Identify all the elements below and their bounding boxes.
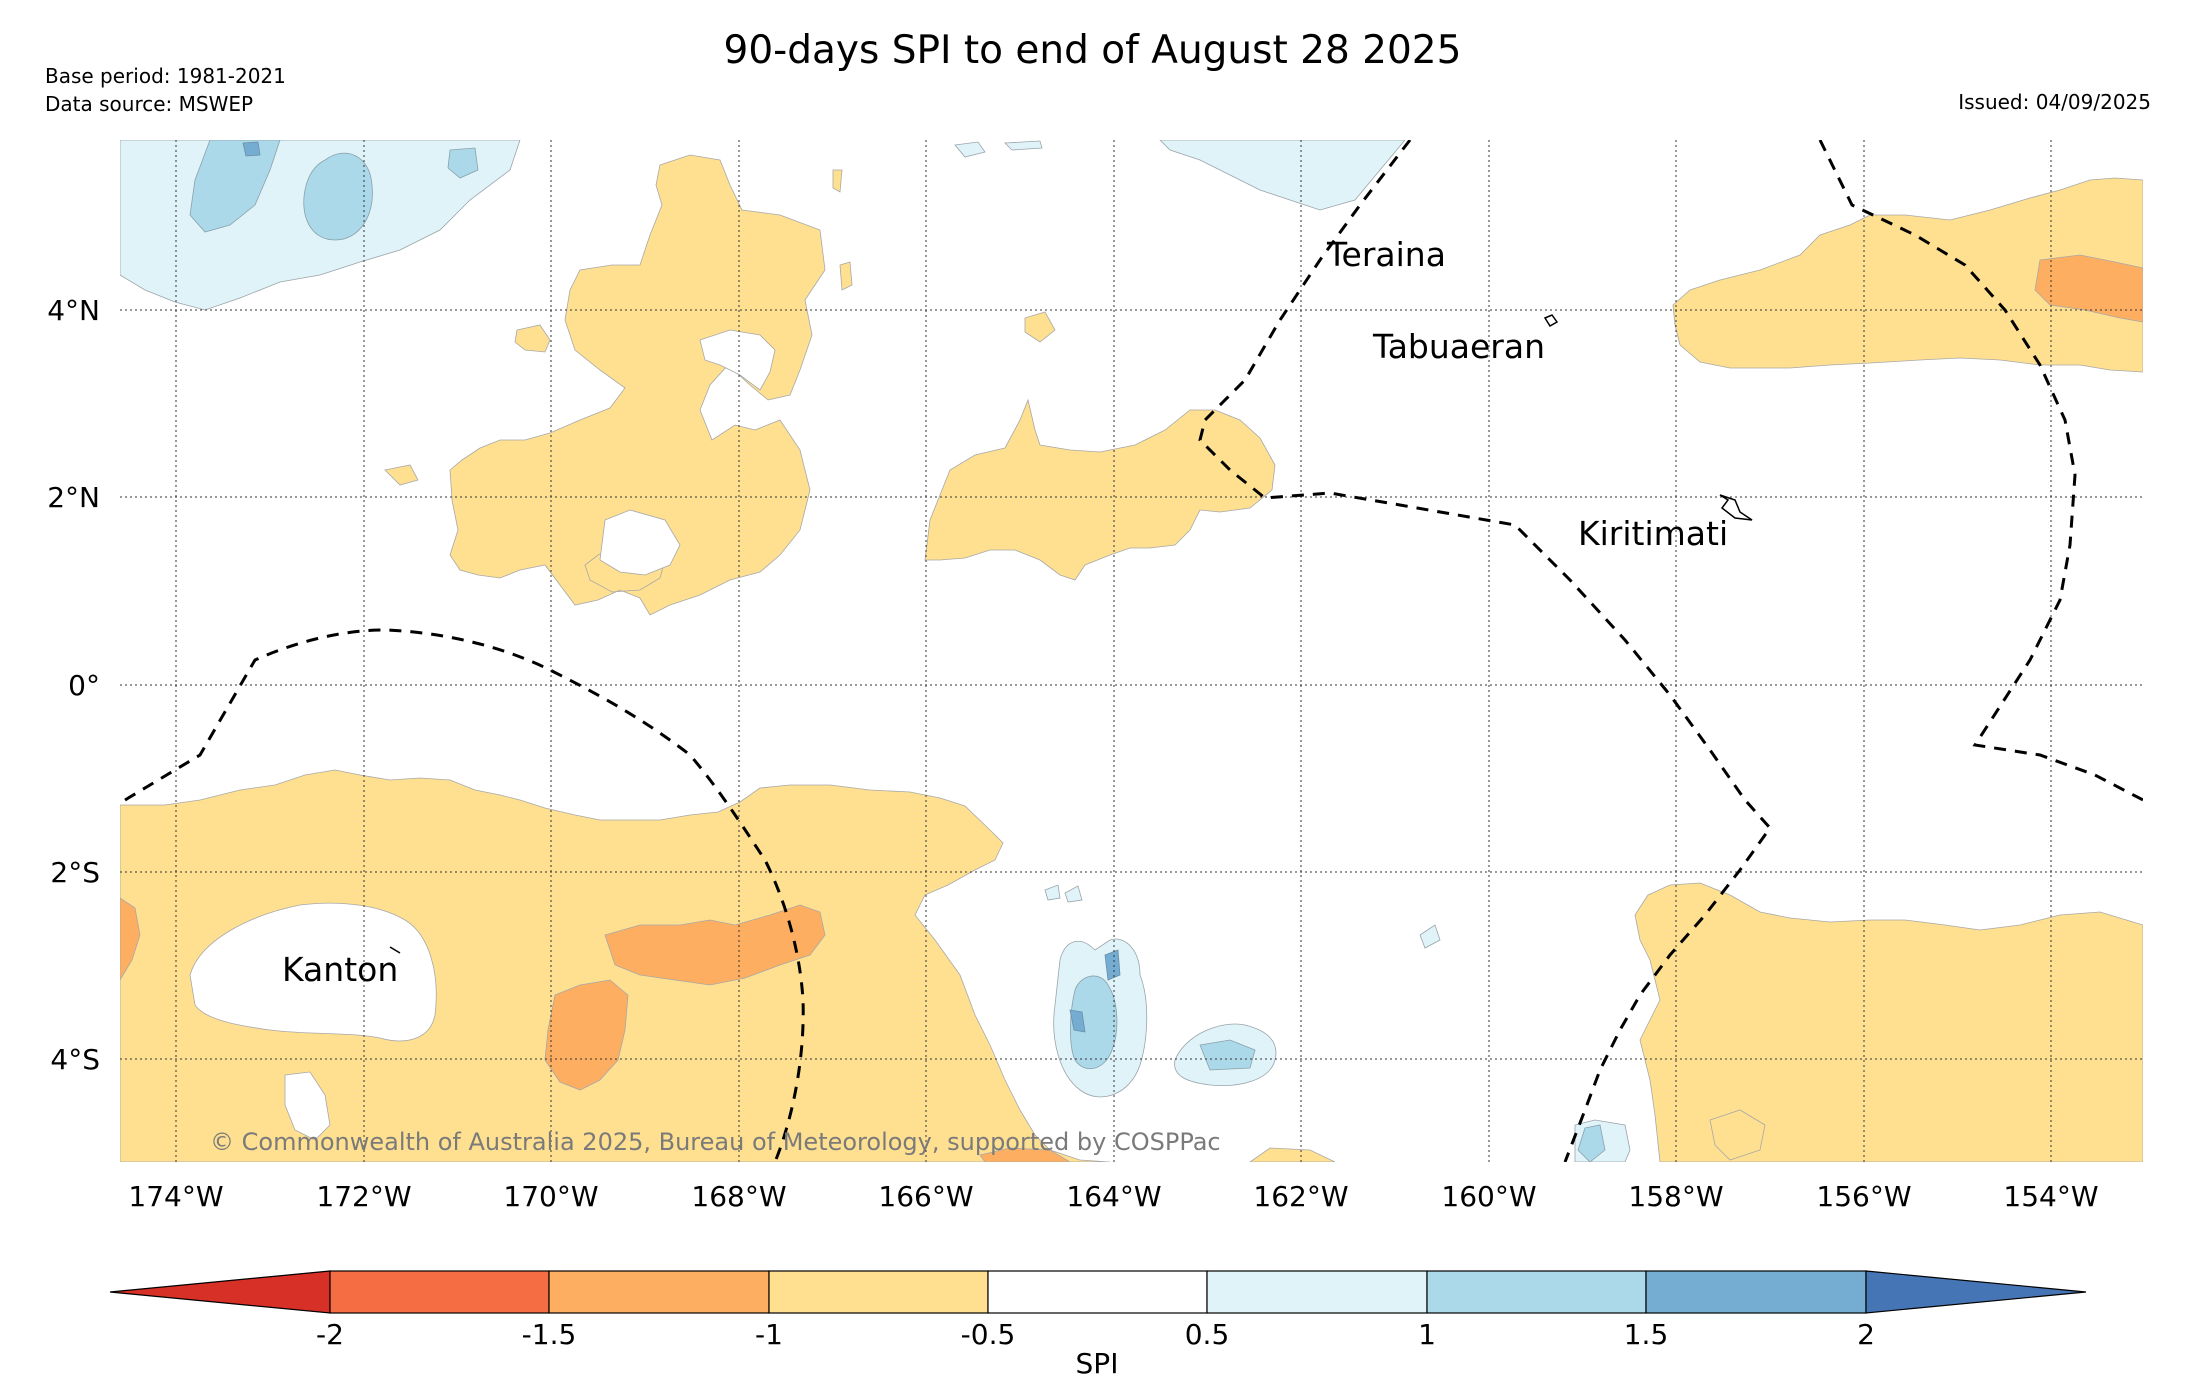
wet-area-small-north [954,141,986,158]
dry-area-northeast [1672,177,2143,373]
colorbar-bin-1-1.5 [1426,1270,1647,1314]
wetter-area-south-small [1199,1039,1256,1071]
lon-tick-172w: 172°W [316,1180,411,1213]
lon-tick-160w: 160°W [1441,1180,1536,1213]
lon-tick-166w: 166°W [878,1180,973,1213]
lon-tick-162w: 162°W [1253,1180,1348,1213]
colorbar-label-neg2: -2 [316,1318,344,1351]
dry-island-4 [384,464,419,486]
mod-dry-area-south-bottom [979,1147,1071,1162]
wet-area-dot-2 [1064,885,1083,903]
lat-tick-0: 0° [68,669,100,702]
place-kiritimati: Kiritimati [1578,514,1728,553]
colorbar-bin-neg2-neg1.5 [329,1270,550,1314]
map-title: 90-days SPI to end of August 28 2025 [723,28,1462,73]
map-metadata: Base period: 1981-2021 Data source: MSWE… [45,62,286,118]
lat-tick-2n: 2°N [47,481,100,514]
very-wet-spot-3 [242,141,261,157]
colorbar-bin-neg1-neg0.5 [768,1270,989,1314]
wet-area-dot-1 [1044,884,1061,901]
mod-dry-area-west-edge [120,897,141,981]
data-source-text: Data source: MSWEP [45,92,254,116]
colorbar-bin-1.5-2 [1645,1270,1867,1314]
wet-area-north-center [1159,140,1406,211]
colorbar-label-neg1: -1 [755,1318,783,1351]
gap-kanton [189,902,437,1042]
map-area: © Commonwealth of Australia 2025, Bureau… [120,140,2143,1162]
base-period-text: Base period: 1981-2021 [45,64,286,88]
colorbar-labels: -2 -1.5 -1 -0.5 0.5 1 1.5 2 [316,1318,1875,1351]
eez-boundary-line-center [1198,140,1772,1162]
lat-tick-4n: 4°N [47,294,100,327]
place-kanton: Kanton [282,950,398,989]
lon-tick-158w: 158°W [1628,1180,1723,1213]
dry-area-southeast [1634,882,2143,1162]
tabuaeran-island-outline [1543,314,1559,328]
wetter-area-south-center [1070,975,1118,1070]
island-outlines [389,314,1753,954]
wet-area-small-north-2 [1004,140,1043,151]
very-wet-areas [242,141,1121,1033]
near-normal-gaps [189,329,776,1141]
gap-northleft-1 [699,329,776,391]
colorbar-label-1.5: 1.5 [1624,1318,1669,1351]
eez-boundary-phoenix [124,628,805,1162]
moderately-dry-areas [120,254,2143,1162]
mod-dry-area-south-center [604,904,826,986]
colorbar-label-0.5: 0.5 [1185,1318,1230,1351]
colorbar-label-neg1.5: -1.5 [522,1318,577,1351]
dry-island-5 [839,261,853,291]
dry-island-6 [1249,1147,1336,1162]
place-tabuaeran: Tabuaeran [1372,327,1545,366]
spi-colorbar [109,1270,2087,1314]
colorbar-bin-neg0.5-0.5 [987,1270,1208,1314]
dry-area-southwest [120,769,1111,1162]
lon-tick-168w: 168°W [691,1180,786,1213]
colorbar-bin-0.5-1 [1206,1270,1428,1314]
colorbar-extend-high [1865,1270,2087,1314]
wetter-area-south-east [1577,1124,1606,1162]
issued-date-text: Issued: 04/09/2025 [1958,90,2151,114]
dry-island-1 [514,324,551,353]
gridlines [120,140,2143,1162]
dry-island-2 [1024,311,1056,343]
lon-tick-154w: 154°W [2003,1180,2098,1213]
latitude-ticks: 4°N 2°N 0° 2°S 4°S [47,294,100,1076]
dry-areas [120,154,2143,1162]
place-teraina: Teraina [1326,235,1446,274]
lon-tick-170w: 170°W [503,1180,598,1213]
eez-boundary-line-east [1818,140,2143,802]
lon-tick-156w: 156°W [1816,1180,1911,1213]
wetter-areas [189,140,1606,1162]
colorbar-extend-low [109,1270,331,1314]
very-wet-spot-2 [1069,1009,1086,1033]
dry-island-3 [832,169,843,193]
colorbar-label-2: 2 [1857,1318,1875,1351]
wetter-area-northwest-1 [189,140,281,233]
gap-northleft-2 [599,509,681,576]
longitude-ticks: 174°W 172°W 170°W 168°W 166°W 164°W 162°… [128,1180,2098,1213]
kanton-island-outline [389,946,401,954]
wet-area-dot-3 [1419,924,1441,949]
eez-boundaries [124,140,2143,1162]
very-wet-spot-1 [1104,949,1121,981]
mod-dry-area-south-left [544,979,629,1091]
copyright-text: © Commonwealth of Australia 2025, Bureau… [210,1128,1221,1156]
lat-tick-2s: 2°S [50,856,100,889]
lat-tick-4s: 4°S [50,1043,100,1076]
lon-tick-164w: 164°W [1066,1180,1161,1213]
kiritimati-island-outline [1719,494,1753,521]
colorbar-label-1: 1 [1418,1318,1436,1351]
wetter-area-north-small [447,147,479,179]
colorbar-title: SPI [1076,1347,1119,1380]
dry-area-southeast-2 [1709,1109,1766,1161]
colorbar-bin-neg1.5-neg1 [548,1270,770,1314]
dry-area-north-center [924,398,1276,581]
mod-dry-area-northeast [2034,254,2143,323]
gap-southwest [284,1071,331,1141]
lon-tick-174w: 174°W [128,1180,223,1213]
colorbar-label-neg0.5: -0.5 [961,1318,1016,1351]
wetter-area-northwest-2 [303,152,373,241]
